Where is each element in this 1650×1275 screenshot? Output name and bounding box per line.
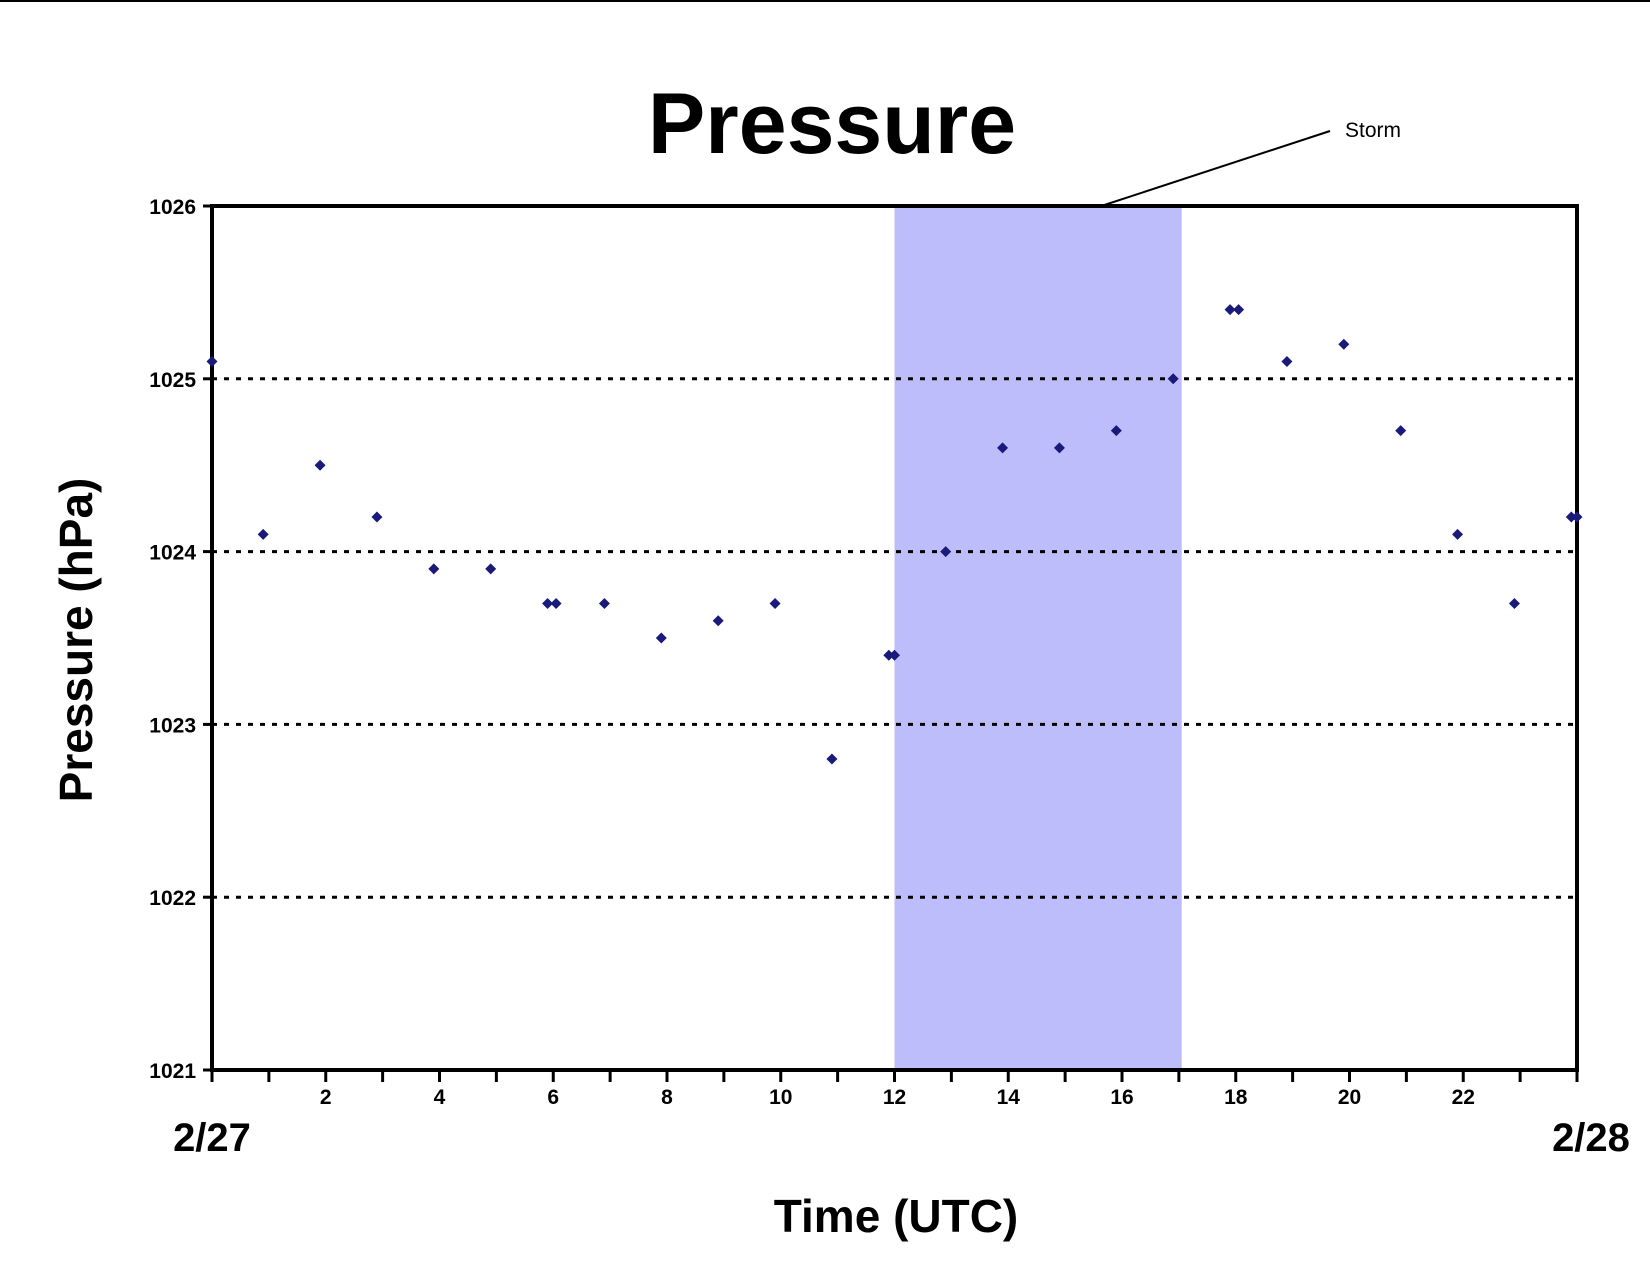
data-point	[428, 563, 440, 575]
y-tick-label: 1021	[149, 1060, 196, 1083]
y-tick-label: 1024	[149, 542, 196, 565]
storm-region	[894, 206, 1182, 1070]
date-label: 2/27	[173, 1116, 251, 1160]
x-tick-label: 12	[883, 1086, 906, 1109]
y-axis-title: Pressure (hPa)	[50, 478, 102, 803]
data-point	[1224, 304, 1236, 316]
data-point	[1395, 425, 1407, 437]
x-tick-label: 2	[320, 1086, 332, 1109]
data-point	[371, 511, 383, 523]
x-tick-label: 4	[434, 1086, 446, 1109]
data-point	[889, 649, 900, 661]
x-tick-label: 18	[1224, 1086, 1248, 1109]
data-point	[1110, 425, 1122, 437]
data-point	[826, 753, 838, 765]
data-point	[1571, 511, 1583, 523]
chart-title: Pressure	[648, 76, 1016, 172]
data-point	[542, 597, 554, 609]
data-point	[206, 356, 218, 368]
data-point	[997, 442, 1009, 454]
date-label: 2/28	[1552, 1116, 1630, 1160]
x-tick-label: 6	[547, 1086, 559, 1109]
data-point	[1167, 373, 1179, 385]
x-tick-label: 22	[1452, 1086, 1475, 1109]
data-point	[598, 597, 610, 609]
data-point	[940, 546, 952, 558]
y-tick-label: 1023	[149, 714, 196, 737]
data-point	[314, 459, 326, 471]
data-point	[1233, 304, 1245, 316]
data-point	[655, 632, 667, 644]
x-tick-label: 20	[1338, 1086, 1361, 1109]
data-point	[1281, 356, 1293, 368]
x-tick-label: 14	[997, 1086, 1021, 1109]
x-tick-label: 10	[769, 1086, 792, 1109]
data-point	[1053, 442, 1065, 454]
y-tick-label: 1026	[149, 196, 196, 219]
y-tick-label: 1025	[149, 369, 196, 392]
data-point	[1508, 597, 1520, 609]
data-point	[485, 563, 497, 575]
storm-callout-line	[1100, 130, 1331, 207]
data-point	[257, 528, 269, 540]
plot-area: 1021 1022 1023 1024 1025 1026 2 4 6 8 10 12 14 16 18 20…	[149, 119, 1630, 1160]
y-tick-label: 1022	[149, 887, 196, 910]
data-point	[769, 597, 781, 609]
data-point	[1565, 511, 1577, 523]
x-axis-title: Time (UTC)	[774, 1190, 1019, 1242]
x-tick-label: 8	[661, 1086, 673, 1109]
data-point	[550, 597, 562, 609]
x-tick-label: 16	[1110, 1086, 1133, 1109]
data-point	[1338, 338, 1350, 350]
data-point	[883, 649, 895, 661]
storm-label: Storm	[1345, 119, 1401, 142]
data-point	[1452, 528, 1464, 540]
data-point	[712, 615, 724, 627]
